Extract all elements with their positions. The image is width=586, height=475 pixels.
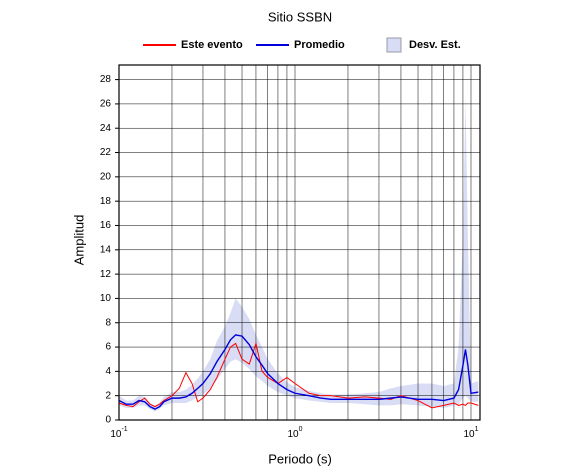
legend-label: Promedio [294, 39, 345, 51]
y-tick-label: 2 [105, 390, 111, 401]
y-tick-label: 24 [100, 123, 112, 134]
plot-frame [118, 64, 481, 421]
y-tick-label: 8 [105, 317, 111, 328]
x-tick-exponent: -1 [121, 426, 127, 433]
x-tick-base: 10 [463, 429, 475, 440]
x-tick-base: 10 [110, 429, 122, 440]
x-tick-label: 10-1 [110, 426, 127, 440]
x-tick-exponent: 0 [299, 426, 303, 433]
y-tick-label: 14 [100, 244, 112, 255]
y-tick-label: 22 [100, 147, 112, 158]
y-tick-label: 26 [100, 99, 112, 110]
x-tick-exponent: 1 [475, 426, 479, 433]
legend-swatch [386, 37, 402, 53]
legend-label: Este evento [181, 39, 243, 51]
y-tick-label: 16 [100, 220, 112, 231]
y-tick-label: 0 [105, 415, 111, 426]
std-band [119, 97, 479, 412]
series-line [118, 341, 479, 409]
x-tick-base: 10 [287, 429, 299, 440]
series-line [118, 334, 479, 410]
y-tick-label: 6 [105, 342, 111, 353]
legend-label: Desv. Est. [409, 39, 461, 51]
y-tick-label: 28 [100, 74, 112, 85]
y-tick-label: 4 [105, 366, 111, 377]
x-tick-label: 100 [287, 426, 302, 440]
y-axis-title: Amplitud [71, 215, 86, 266]
x-tick-label: 101 [463, 426, 478, 440]
y-tick-label: 20 [100, 171, 112, 182]
y-tick-label: 18 [100, 196, 112, 207]
y-tick-label: 10 [100, 293, 112, 304]
chart-title: Sitio SSBN [268, 9, 332, 24]
y-tick-label: 12 [100, 269, 112, 280]
x-axis-title: Periodo (s) [268, 451, 332, 466]
